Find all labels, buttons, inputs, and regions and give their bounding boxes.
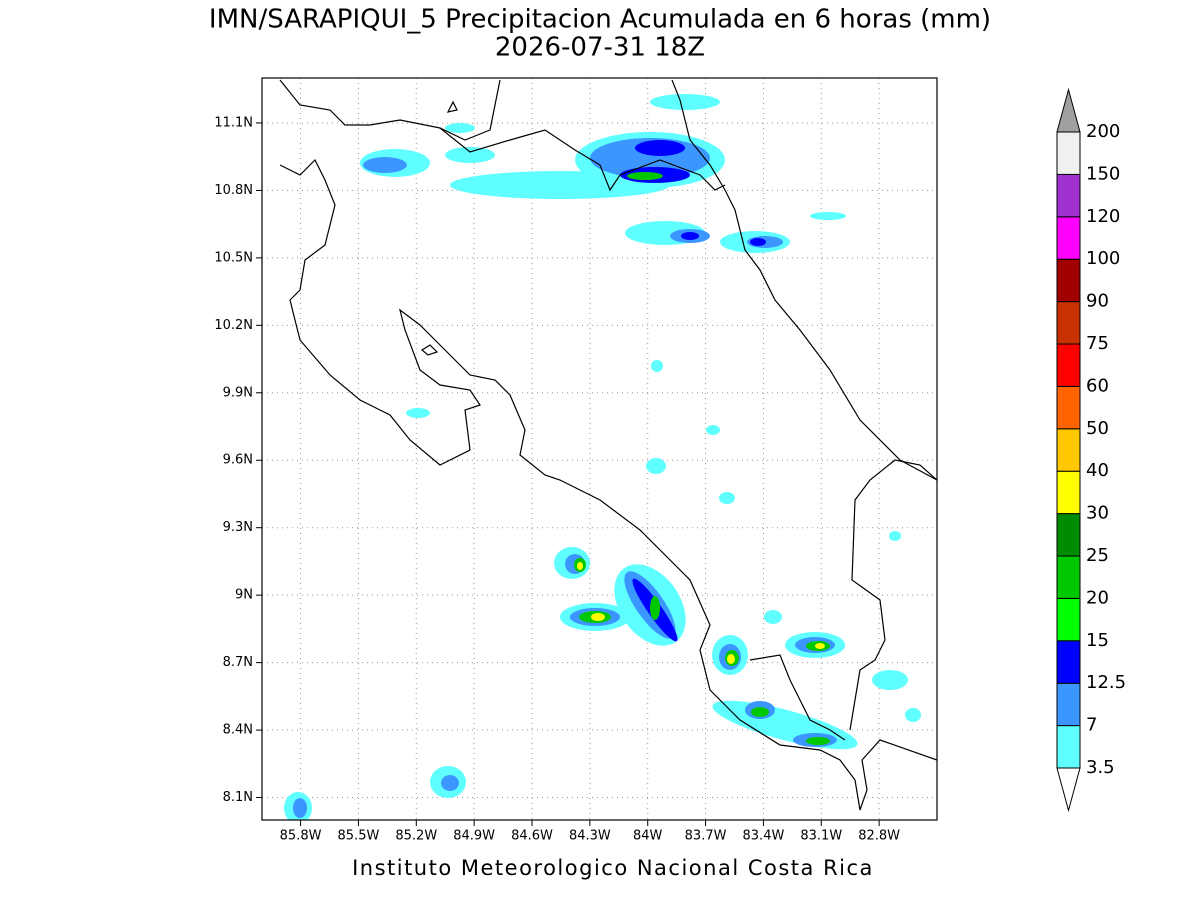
x-tick-label: 85.5W	[338, 829, 380, 844]
colorbar-label: 12.5	[1086, 672, 1126, 693]
colorbar-label: 25	[1086, 545, 1109, 566]
footer: Instituto Meteorologico Nacional Costa R…	[352, 856, 874, 880]
colorbar-segment	[1056, 513, 1081, 557]
colorbar-segment	[1056, 173, 1081, 218]
x-tick-label: 84.3W	[569, 829, 611, 844]
x-tick-label: 84.6W	[511, 829, 553, 844]
x-tick-label: 85.2W	[395, 829, 437, 844]
colorbar-label: 40	[1086, 460, 1109, 481]
title: IMN/SARAPIQUI_5 Precipitacion Acumulada …	[209, 5, 991, 35]
y-tick-label: 10.5N	[214, 250, 253, 265]
y-tick-label: 9.6N	[223, 453, 253, 468]
colorbar-segment	[1056, 216, 1081, 260]
subtitle: 2026-07-31 18Z	[495, 33, 705, 63]
x-tick-label: 83.4W	[743, 829, 785, 844]
colorbar-segment	[1056, 385, 1081, 430]
colorbar-segment	[1056, 301, 1081, 345]
grid	[262, 78, 937, 820]
colorbar-segment	[1056, 725, 1081, 769]
x-tick-label: 85.8W	[280, 829, 322, 844]
x-tick-label: 82.8W	[858, 829, 900, 844]
colorbar-label: 15	[1086, 630, 1109, 651]
colorbar-label: 150	[1086, 163, 1120, 184]
x-tick-label: 83.1W	[800, 829, 842, 844]
colorbar-label: 50	[1086, 418, 1109, 439]
coastlines	[279, 79, 937, 811]
colorbar-label: 100	[1086, 248, 1120, 269]
colorbar-segment	[1056, 555, 1081, 599]
colorbar-label: 3.5	[1086, 757, 1115, 778]
y-tick-label: 9N	[235, 588, 253, 603]
y-tick-label: 10.2N	[214, 318, 253, 333]
colorbar-segment	[1056, 470, 1081, 515]
colorbar-label: 30	[1086, 503, 1109, 524]
colorbar-segment	[1056, 597, 1081, 642]
y-tick-label: 9.3N	[223, 520, 253, 535]
y-tick-label: 8.1N	[223, 790, 253, 805]
map-frame	[261, 77, 938, 821]
colorbar: 3.5 7 12.5 15 20 25 30 40 50 60 75 90 100 120 150 200	[1056, 87, 1126, 813]
colorbar-label: 60	[1086, 375, 1109, 396]
colorbar-label: 90	[1086, 291, 1109, 312]
colorbar-label: 7	[1086, 715, 1097, 736]
colorbar-label: 120	[1086, 206, 1120, 227]
colorbar-segment	[1056, 428, 1081, 472]
x-tick-label: 83.7W	[685, 829, 727, 844]
colorbar-over	[1056, 87, 1081, 133]
colorbar-label: 200	[1086, 121, 1120, 142]
colorbar-label: 20	[1086, 587, 1109, 608]
colorbar-segment	[1056, 131, 1081, 175]
y-tick-label: 8.7N	[223, 655, 253, 670]
y-tick-label: 10.8N	[214, 183, 253, 198]
colorbar-label: 75	[1086, 333, 1109, 354]
y-tick-label: 8.4N	[223, 723, 253, 738]
colorbar-segment	[1056, 343, 1081, 387]
x-tick-label: 84.9W	[453, 829, 495, 844]
precip-field	[284, 94, 921, 820]
colorbar-segment	[1056, 640, 1081, 684]
y-tick-label: 9.9N	[223, 385, 253, 400]
colorbar-under	[1056, 767, 1081, 813]
y-tick-label: 11.1N	[214, 115, 253, 130]
colorbar-segment	[1056, 682, 1081, 727]
x-tick-label: 84W	[633, 829, 663, 844]
colorbar-segment	[1056, 258, 1081, 303]
